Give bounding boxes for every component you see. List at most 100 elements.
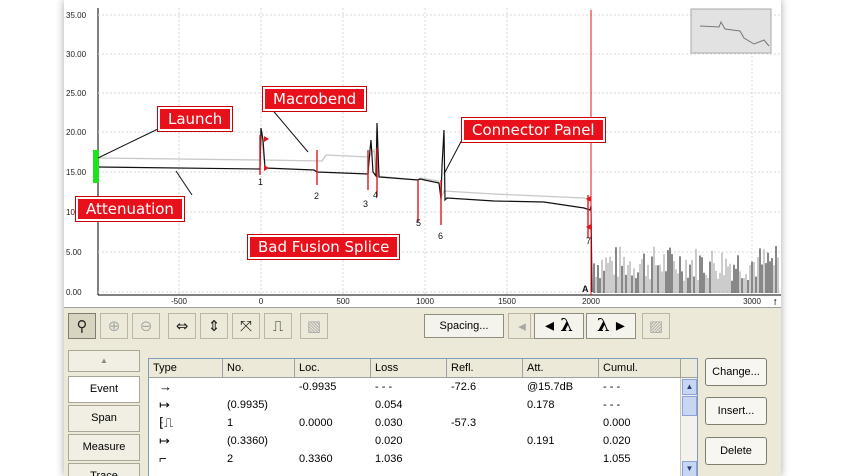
table-row[interactable]: ↦ (0.3360) 0.020 0.191 0.020 (149, 432, 697, 450)
cell-att: 0.178 (527, 399, 555, 411)
callout-bad-fusion-splice: Bad Fusion Splice (248, 235, 400, 259)
callout-connector-panel: Connector Panel (462, 118, 605, 142)
x-tick-label: 500 (336, 297, 350, 306)
cell-att: 0.191 (527, 435, 555, 447)
cell-loss: 0.054 (375, 399, 403, 411)
event-number-label: 1 (258, 177, 263, 187)
zoom-tool-icon[interactable]: ⚲ (68, 313, 96, 339)
event-triangles (264, 136, 591, 230)
zoom-in-icon[interactable]: ⊕ (100, 313, 128, 339)
event-number-label: 7 (586, 236, 591, 246)
trace-view-icon[interactable]: ▨ (642, 313, 670, 339)
cell-no: 1 (227, 417, 234, 429)
event-table: Type No. Loc. Loss Refl. Att. Cumul. → -0… (148, 358, 698, 476)
x-tick-label: 3000 (743, 297, 761, 306)
cell-cumul: - - - (603, 381, 621, 393)
span-icon: ↦ (159, 397, 170, 412)
y-tick-label: 35.00 (66, 11, 87, 20)
col-refl[interactable]: Refl. (447, 359, 523, 377)
event-number-label: 5 (416, 218, 421, 228)
y-tick-label: 25.00 (66, 89, 87, 98)
measured-trace (97, 122, 593, 293)
scroll-down-icon[interactable]: ▼ (682, 461, 697, 476)
spacing-button[interactable]: Spacing... (424, 314, 504, 338)
cell-loss: 0.030 (375, 417, 403, 429)
zoom-vertical-icon[interactable]: ⇕ (200, 313, 228, 339)
zoom-both-icon[interactable]: ⤧ (232, 313, 260, 339)
table-row[interactable]: → -0.9935 - - - -72.6 @15.7dB - - - (149, 378, 697, 396)
insert-button[interactable]: Insert... (705, 397, 767, 425)
cell-refl: -72.6 (451, 381, 477, 393)
cell-loss: 1.036 (375, 453, 403, 465)
cell-no: 2 (227, 453, 234, 465)
table-row[interactable]: ↦ (0.9935) 0.054 0.178 - - - (149, 396, 697, 414)
cell-no: (0.9935) (227, 399, 268, 411)
zoom-out-icon[interactable]: ⊖ (132, 313, 160, 339)
cell-no: (0.3360) (227, 435, 268, 447)
cell-cumul: - - - (603, 399, 621, 411)
cell-refl (447, 450, 523, 468)
zoom-fit-icon[interactable]: ⎍ (264, 313, 292, 339)
y-tick-label: 30.00 (66, 50, 87, 59)
reflective-event-icon: ⁅⎍ (159, 415, 174, 430)
y-tick-label: 0.00 (66, 288, 82, 297)
x-tick-label: 1500 (498, 297, 516, 306)
col-loc[interactable]: Loc. (295, 359, 371, 377)
cell-refl: -57.3 (451, 417, 477, 429)
minimap (690, 8, 772, 54)
scroll-up-icon[interactable]: ▲ (682, 379, 697, 395)
col-loss[interactable]: Loss (371, 359, 447, 377)
tab-measure[interactable]: Measure (68, 434, 140, 461)
col-att[interactable]: Att. (523, 359, 599, 377)
table-row[interactable]: ⌐ 2 0.3360 1.036 1.055 (149, 450, 697, 468)
col-cumul[interactable]: Cumul. (599, 359, 681, 377)
delete-button[interactable]: Delete (705, 437, 767, 465)
cell-loss: - - - (375, 381, 393, 393)
y-tick-label: 20.00 (66, 128, 87, 137)
x-tick-label: -500 (171, 297, 188, 306)
change-button[interactable]: Change... (705, 358, 767, 386)
arrow-right-icon: → (159, 379, 172, 394)
callout-macrobend: Macrobend (263, 87, 367, 111)
launch-marker (93, 150, 99, 183)
col-type[interactable]: Type (149, 359, 223, 377)
x-tick-label: 2000 (582, 297, 600, 306)
col-no[interactable]: No. (223, 359, 295, 377)
y-tick-label: 15.00 (66, 168, 87, 177)
cell-loc (295, 432, 371, 450)
tab-trace[interactable]: Trace (68, 463, 140, 476)
lambda-prev-button[interactable]: ◂ λ (534, 313, 584, 339)
cell-no (223, 378, 295, 396)
zoom-horizontal-icon[interactable]: ⇔ (168, 313, 196, 339)
event-number-label: 2 (314, 191, 319, 201)
cursor-a-label: A (582, 284, 589, 294)
scroll-thumb[interactable] (682, 396, 697, 416)
cell-cumul: 1.055 (603, 453, 631, 465)
svg-text:f: f (774, 298, 777, 307)
span-icon: ↦ (159, 433, 170, 448)
tab-span[interactable]: Span (68, 405, 140, 432)
side-scroll-up-icon[interactable]: ▲ (68, 350, 140, 372)
x-tick-label: 1000 (416, 297, 434, 306)
cell-loc: 0.0000 (299, 417, 333, 429)
callout-leaders (97, 106, 465, 196)
event-number-label: 6 (438, 231, 443, 241)
callout-launch: Launch (158, 107, 233, 131)
cell-loc (295, 396, 371, 414)
cell-cumul: 0.000 (603, 417, 631, 429)
table-scrollbar[interactable]: ▲ ▼ (680, 378, 697, 476)
table-row[interactable]: ⁅⎍ 1 0.0000 0.030 -57.3 0.000 (149, 414, 697, 432)
non-reflective-event-icon: ⌐ (159, 451, 167, 466)
event-marker-lines (259, 135, 589, 238)
table-header: Type No. Loc. Loss Refl. Att. Cumul. (149, 359, 697, 378)
cell-cumul: 0.020 (603, 435, 631, 447)
x-tick-label: 0 (259, 297, 264, 306)
cell-loss: 0.020 (375, 435, 403, 447)
tab-event[interactable]: Event (68, 376, 140, 403)
zoom-reset-icon[interactable]: ▧ (300, 313, 328, 339)
y-tick-label: 5.00 (66, 248, 82, 257)
lambda-next-button[interactable]: λ ▸ (586, 313, 636, 339)
